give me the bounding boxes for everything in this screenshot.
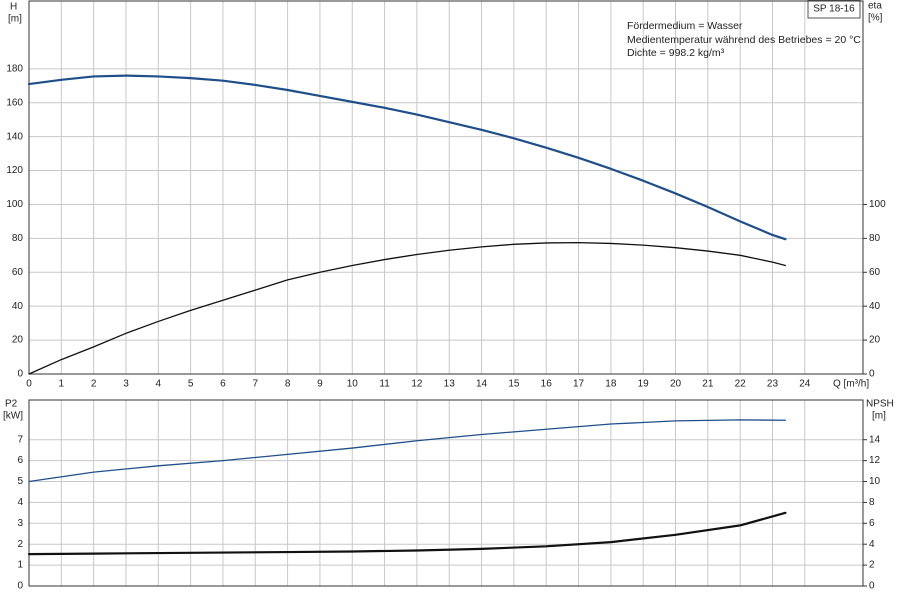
y2-axis-unit: [%]	[868, 13, 883, 24]
y-tick-label: 180	[6, 63, 23, 74]
x-tick-label: 14	[476, 379, 488, 390]
annotation: Dichte = 998.2 kg/m³	[627, 47, 725, 59]
line-series	[27, 511, 787, 556]
y2-tick-label: 4	[869, 539, 875, 550]
x-tick-label: 20	[670, 379, 682, 390]
y2-tick-label: 14	[869, 434, 881, 445]
x-tick-label: 23	[767, 379, 779, 390]
y2-tick-label: 10	[869, 476, 881, 487]
x-tick-label: 16	[541, 379, 553, 390]
y-tick-label: 120	[6, 165, 23, 176]
x-tick-label: 0	[26, 379, 32, 390]
y2-tick-label: 2	[869, 560, 875, 571]
grid-layer	[28, 1, 863, 587]
x-tick-label: 12	[411, 379, 423, 390]
x-tick-label: 11	[379, 379, 390, 390]
y2-tick-label: 8	[869, 497, 875, 508]
y2-axis-title: eta	[868, 1, 882, 12]
x-tick-label: 19	[638, 379, 650, 390]
y-tick-label: 2	[17, 539, 23, 550]
y-tick-label: 160	[6, 97, 23, 108]
line-series	[27, 74, 787, 241]
annotation: Medientemperatur während des Betriebes =…	[627, 34, 861, 46]
x-tick-label: 6	[220, 379, 226, 390]
y-tick-label: 140	[6, 131, 23, 142]
y-axis-unit: [m]	[8, 14, 22, 25]
plot-frame	[28, 0, 864, 375]
x-tick-label: 5	[188, 379, 194, 390]
y-tick-label: 0	[17, 581, 23, 592]
y-tick-label: 100	[6, 199, 23, 210]
x-tick-label: 2	[91, 379, 97, 390]
y-tick-label: 6	[17, 455, 23, 466]
y-axis-title: P2	[5, 399, 18, 410]
y2-tick-label: 12	[869, 455, 881, 466]
x-tick-label: 4	[156, 379, 162, 390]
x-tick-label: 17	[573, 379, 585, 390]
y-tick-label: 40	[12, 301, 24, 312]
y-tick-label: 4	[17, 497, 23, 508]
y2-tick-label: 0	[869, 581, 875, 592]
x-tick-label: 7	[252, 379, 258, 390]
x-tick-label: 3	[123, 379, 129, 390]
y2-tick-label: 100	[869, 199, 886, 210]
x-tick-label: 22	[735, 379, 747, 390]
y2-tick-label: 80	[869, 233, 881, 244]
y2-tick-label: 20	[869, 335, 881, 346]
x-tick-label: 10	[347, 379, 359, 390]
y-axis-title: H	[10, 2, 17, 13]
x-axis-title: Q [m³/h]	[833, 379, 869, 390]
x-tick-label: 8	[285, 379, 291, 390]
line-series	[28, 419, 787, 483]
x-tick-label: 18	[605, 379, 617, 390]
annotation: Fördermedium = Wasser	[627, 20, 743, 32]
title-box	[807, 0, 861, 19]
y2-tick-label: 0	[869, 369, 875, 380]
y-axis-unit: [kW]	[3, 411, 23, 422]
plot-frame	[28, 399, 864, 587]
y2-axis-unit: [m]	[872, 411, 886, 422]
line-series	[28, 241, 787, 375]
x-tick-label: 21	[702, 379, 714, 390]
y-tick-label: 60	[12, 267, 24, 278]
chart-title: SP 18-16	[813, 4, 855, 15]
y2-axis-title: NPSH	[866, 399, 894, 410]
y-tick-label: 5	[17, 476, 23, 487]
y2-tick-label: 6	[869, 518, 875, 529]
x-tick-label: 9	[317, 379, 323, 390]
y-tick-label: 80	[12, 233, 24, 244]
y-tick-label: 3	[17, 518, 23, 529]
y-tick-label: 20	[12, 335, 24, 346]
x-tick-label: 1	[59, 379, 65, 390]
y2-tick-label: 60	[869, 267, 881, 278]
x-tick-label: 13	[444, 379, 456, 390]
y-tick-label: 7	[17, 434, 23, 445]
y-tick-label: 0	[17, 369, 23, 380]
x-tick-label: 15	[508, 379, 520, 390]
y-tick-label: 1	[17, 560, 23, 571]
x-tick-label: 24	[799, 379, 811, 390]
y2-tick-label: 40	[869, 301, 881, 312]
